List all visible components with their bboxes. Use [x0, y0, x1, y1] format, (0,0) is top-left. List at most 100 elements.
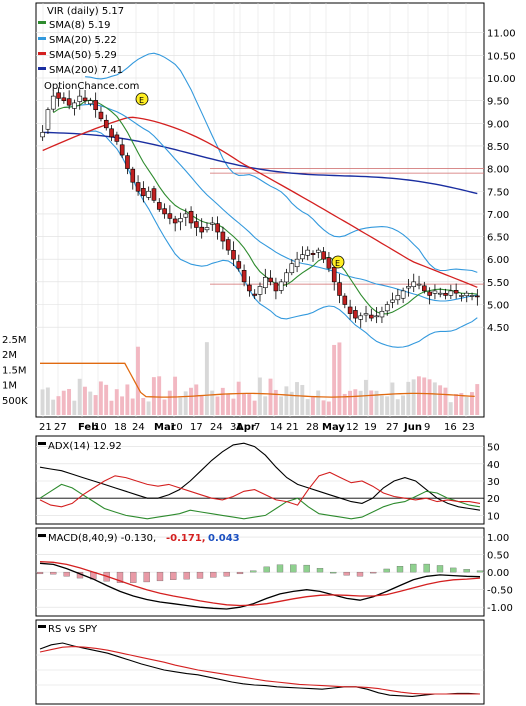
earnings-marker [135, 92, 149, 106]
volume-bar [358, 390, 363, 415]
date-tick-label: 7 [254, 422, 260, 433]
volume-bar [422, 377, 427, 415]
volume-bar [236, 381, 241, 415]
price-tick-label: 8.00 [487, 165, 509, 176]
volume-bar [300, 384, 305, 415]
earnings-marker [331, 255, 345, 269]
volume-bar [146, 401, 151, 415]
sma50-line [42, 116, 478, 288]
date-tick-label: 31 [230, 422, 243, 433]
candle-body [443, 292, 448, 296]
volume-bar [295, 382, 299, 415]
macd-histogram-bar [370, 571, 377, 574]
volume-bar [104, 384, 109, 415]
candle-body [194, 221, 199, 228]
macd-histogram-bar [463, 569, 470, 573]
macd-histogram-bar [383, 568, 390, 573]
candle-body [400, 290, 406, 299]
volume-bar [348, 390, 352, 415]
rs-series [39, 642, 481, 697]
volume-bar [342, 393, 347, 415]
macd-histogram-bar [36, 571, 44, 575]
candle-body [98, 111, 104, 120]
macd-line [39, 562, 481, 610]
candle-body [135, 182, 141, 192]
legend-swatch-sma20 [38, 37, 46, 40]
macd-histogram-bar [183, 571, 190, 580]
volume-bar [136, 346, 140, 415]
macd-tick-label: 1.00 [487, 533, 509, 544]
price-tick-label: 4.50 [487, 323, 509, 334]
date-tick-label: 16 [444, 422, 457, 433]
volume-bar [242, 393, 246, 415]
candle-body [427, 291, 432, 296]
macd-histogram-bar [263, 566, 270, 573]
candle-body [209, 222, 215, 225]
volume-bar [273, 389, 278, 415]
candle-body [432, 290, 438, 294]
volume-bar [247, 393, 252, 415]
volume-bar [390, 382, 395, 415]
volume-tick-label: 500K [2, 396, 28, 407]
legend-swatch-macd [38, 534, 46, 537]
candle-body [459, 295, 464, 297]
adx-gridlines [36, 446, 484, 516]
candle-body [273, 282, 279, 292]
price-tick-label: 5.50 [487, 278, 509, 289]
macd-histogram-bar [210, 571, 217, 578]
volume-bar [353, 389, 358, 415]
volume-bar [374, 390, 379, 415]
candle-body [358, 315, 364, 320]
macd-gridlines [36, 536, 484, 608]
candle-body [278, 281, 284, 291]
candle-body [45, 109, 51, 130]
adx-tick-label: 30 [487, 477, 500, 488]
adx-series-line-2 [39, 471, 481, 508]
date-tick-label: Jun [403, 422, 422, 433]
legend-swatch-sma200 [38, 67, 46, 70]
price-tick-label: 6.50 [487, 233, 509, 244]
candle-body [241, 269, 247, 283]
macd-histogram-bar [303, 564, 310, 573]
candle-body [119, 144, 125, 156]
candle-body [305, 249, 311, 256]
macd-histogram-bar [343, 571, 350, 576]
price-tick-label: 9.00 [487, 119, 509, 130]
macd-histogram-bar [236, 571, 244, 575]
volume-bar [438, 385, 443, 415]
price-axis-ticks: 11.00 10.50 10.00 9.50 9.00 8.50 8.00 7.50 7.00 6… [487, 29, 516, 334]
macd-histogram-bar [63, 571, 70, 577]
macd-histogram-bar [250, 570, 257, 573]
candle-body [215, 223, 220, 233]
macd-signal-value: 0.043 [208, 533, 240, 544]
volume-bar [268, 378, 273, 415]
volume-bar [321, 400, 326, 415]
price-tick-label: 10.50 [487, 51, 516, 62]
macd-histogram-bar [356, 571, 364, 577]
candle-body [56, 92, 61, 99]
price-tick-label: 7.00 [487, 210, 509, 221]
candlesticks [40, 87, 480, 328]
candle-body [247, 284, 252, 292]
volume-bar [56, 396, 61, 415]
volume-bar [363, 379, 368, 415]
legend-swatch-rs [38, 625, 46, 628]
volume-bar [109, 400, 114, 415]
candle-body [331, 267, 337, 283]
volume-bar [443, 387, 448, 415]
date-tick-label: 14 [270, 422, 283, 433]
legend-swatch-sma50 [38, 52, 46, 55]
macd-series [39, 560, 481, 610]
candle-body [204, 227, 210, 231]
date-tick-label: 27 [386, 422, 399, 433]
volume-bar [93, 395, 98, 415]
candle-body [88, 100, 93, 105]
macd-histogram-bar [476, 570, 484, 573]
volume-bar [199, 395, 204, 415]
volume-bar [305, 399, 310, 415]
date-tick-label: 9 [424, 422, 430, 433]
candle-body [236, 261, 242, 269]
volume-bar [167, 390, 172, 415]
volume-bar [204, 342, 209, 415]
